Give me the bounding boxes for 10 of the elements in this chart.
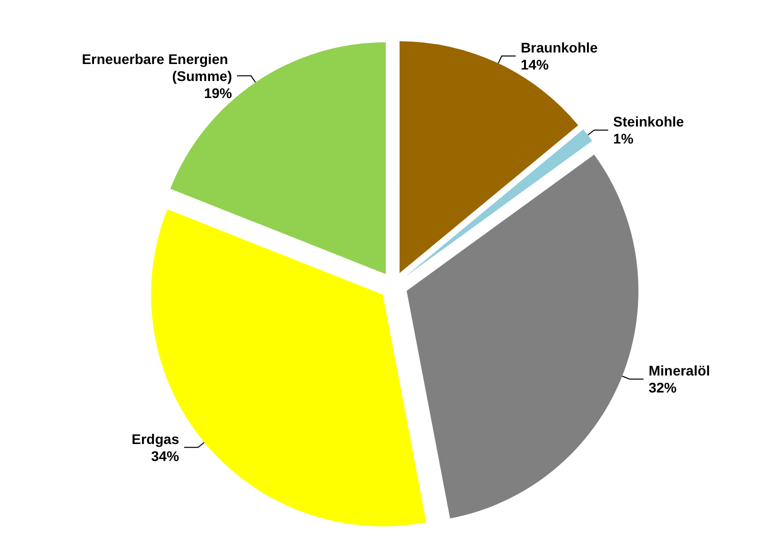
slice-label: Steinkohle xyxy=(613,114,684,130)
data-label: 32% xyxy=(648,380,678,396)
slice-label: Mineralöl xyxy=(648,362,710,379)
slice-label: Erneuerbare Energien (Summe) xyxy=(82,50,232,84)
data-label: 19% xyxy=(204,84,233,101)
data-label: 34% xyxy=(151,448,180,464)
slice-label: Braunkohle xyxy=(520,40,598,56)
slice-label: Erdgas xyxy=(132,430,180,447)
data-label: 1% xyxy=(613,130,634,147)
data-label: 14% xyxy=(520,56,550,73)
